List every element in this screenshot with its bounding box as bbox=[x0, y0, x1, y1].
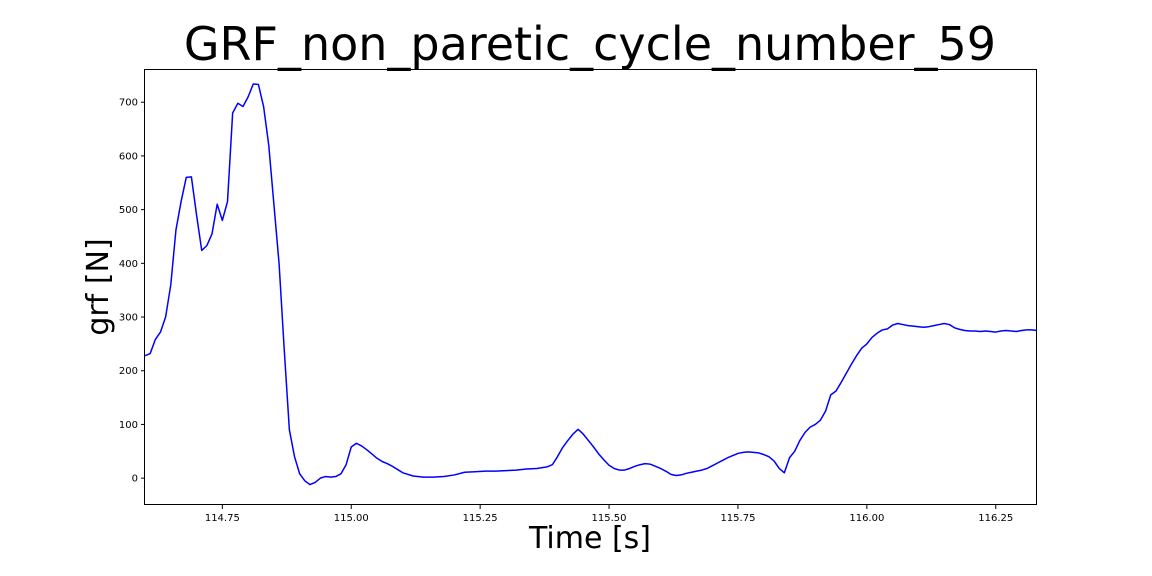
x-tick-label: 116.25 bbox=[978, 513, 1013, 524]
x-tick-label: 115.25 bbox=[463, 513, 498, 524]
x-tick-label: 116.00 bbox=[849, 513, 884, 524]
x-tick-label: 115.00 bbox=[334, 513, 369, 524]
x-tick-label: 115.75 bbox=[720, 513, 755, 524]
y-tick-label: 500 bbox=[119, 205, 138, 216]
chart-title: GRF_non_paretic_cycle_number_59 bbox=[184, 17, 996, 71]
x-axis-label: Time [s] bbox=[528, 521, 651, 556]
plot-frame bbox=[144, 69, 1037, 505]
y-tick-label: 300 bbox=[119, 313, 138, 324]
y-tick-label: 0 bbox=[132, 474, 138, 485]
y-tick-label: 200 bbox=[119, 366, 138, 377]
y-axis: 0 100 200 300 400 500 600 700 bbox=[119, 98, 145, 485]
y-tick-label: 700 bbox=[119, 98, 138, 109]
series-layer bbox=[144, 83, 1038, 486]
x-tick-label: 115.50 bbox=[592, 513, 627, 524]
x-axis: 114.75 115.00 115.25 115.50 115.75 116.00 116.… bbox=[205, 505, 1013, 524]
y-axis-label: grf [N] bbox=[81, 238, 116, 335]
x-tick-label: 114.75 bbox=[205, 513, 240, 524]
y-tick-label: 600 bbox=[119, 151, 138, 162]
y-tick-label: 400 bbox=[119, 259, 138, 270]
grf-series-line bbox=[144, 83, 1038, 486]
y-tick-label: 100 bbox=[119, 420, 138, 431]
